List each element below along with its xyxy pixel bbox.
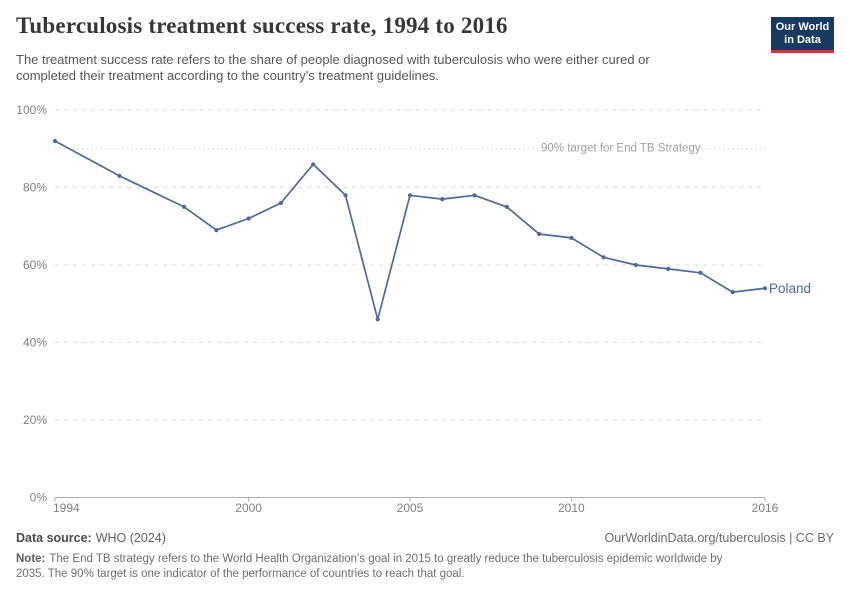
footnote-text1: The End TB strategy refers to the World … (49, 553, 723, 565)
data-point-marker[interactable] (730, 290, 735, 295)
x-tick-label: 2000 (235, 501, 262, 515)
data-point-marker[interactable] (633, 262, 639, 268)
data-point-marker[interactable] (278, 200, 283, 206)
y-tick-label: 100% (16, 103, 47, 117)
x-tick-label: 2005 (397, 501, 424, 515)
data-source-value: WHO (2024) (95, 531, 166, 545)
data-point-marker[interactable] (698, 270, 703, 275)
footnote-label: Note: (16, 553, 46, 565)
target-line-label: 90% target for End TB Strategy (541, 142, 701, 154)
data-point-marker[interactable] (440, 197, 445, 202)
footnote: Note: The End TB strategy refers to the W… (16, 552, 834, 582)
data-point-marker[interactable] (214, 228, 219, 233)
data-point-marker[interactable] (569, 235, 574, 240)
y-tick-label: 0% (30, 491, 48, 505)
owid-logo[interactable]: Our World in Data (771, 17, 834, 53)
data-point-marker[interactable] (343, 193, 348, 198)
footnote-line1: Note: The End TB strategy refers to the W… (16, 552, 834, 567)
chart-subtitle: The treatment success rate refers to the… (16, 52, 650, 83)
x-tick-label: 2010 (558, 501, 585, 515)
chart-title: Tuberculosis treatment success rate, 199… (16, 13, 508, 38)
y-tick-label: 80% (23, 181, 47, 195)
data-source-label: Data source: (16, 531, 92, 545)
data-point-marker[interactable] (311, 162, 316, 167)
data-point-marker[interactable] (375, 317, 380, 322)
y-tick-label: 20% (23, 413, 47, 427)
data-point-marker[interactable] (762, 286, 768, 291)
series-line-poland[interactable] (54, 140, 766, 321)
data-point-marker[interactable] (504, 204, 509, 209)
data-point-marker[interactable] (666, 266, 671, 271)
data-source: Data source: WHO (2024) (16, 531, 166, 545)
chart-subtitle-line1: The treatment success rate refers to the… (16, 52, 650, 67)
data-point-marker[interactable] (52, 138, 58, 144)
owid-logo-line2: in Data (784, 34, 821, 46)
y-tick-label: 40% (23, 336, 47, 350)
data-point-marker[interactable] (246, 216, 251, 221)
footnote-line2: 2035. The 90% target is one indicator of… (16, 568, 465, 580)
series-end-label[interactable]: Poland (769, 281, 811, 296)
data-point-marker[interactable] (601, 255, 606, 260)
citation-link[interactable]: OurWorldinData.org/tuberculosis | CC BY (604, 531, 835, 545)
data-point-marker[interactable] (182, 204, 187, 209)
data-point-marker[interactable] (472, 193, 477, 198)
x-tick-label: 1994 (53, 501, 80, 515)
chart-subtitle-line2: completed their treatment according to t… (16, 67, 440, 83)
x-tick-label: 2016 (752, 501, 779, 515)
y-tick-label: 60% (23, 258, 47, 272)
data-point-marker[interactable] (407, 193, 413, 198)
data-point-marker[interactable] (117, 173, 122, 178)
owid-logo-line1: Our World (775, 21, 830, 33)
data-point-marker[interactable] (537, 231, 542, 237)
